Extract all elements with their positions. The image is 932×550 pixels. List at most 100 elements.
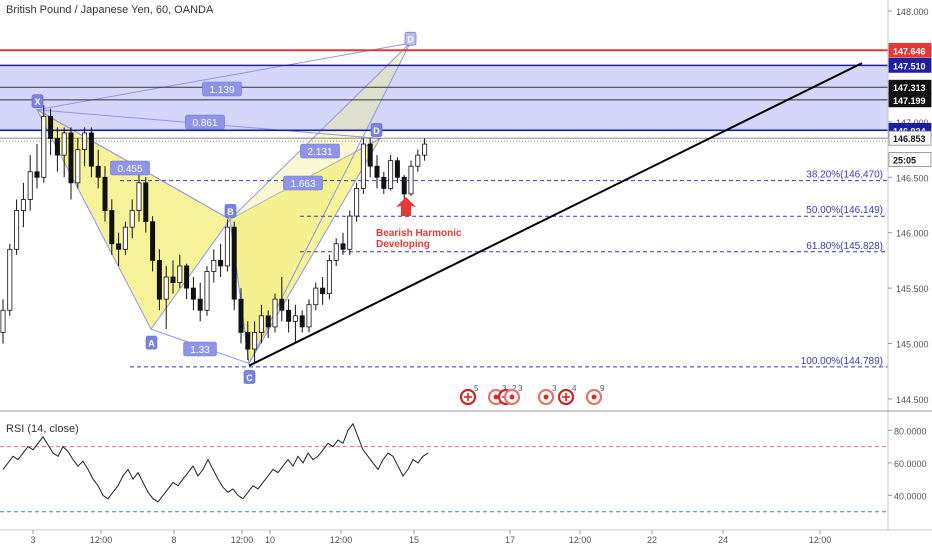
candle-body	[326, 260, 332, 295]
candle-body	[150, 221, 156, 261]
candle-body	[122, 226, 128, 250]
candle-body	[286, 309, 292, 322]
price-tick-label: 147.000	[896, 118, 929, 128]
candle-body	[7, 248, 13, 311]
time-tick-label: 3	[30, 535, 35, 545]
ratio-badge	[185, 114, 225, 130]
candle-body	[394, 160, 400, 178]
price-label-box	[888, 130, 932, 146]
event-count: 3	[552, 384, 557, 393]
fib-level-label: 61.80%(145.828)	[806, 241, 883, 252]
candle-body	[224, 226, 230, 267]
flag-uk-icon[interactable]: 4	[557, 384, 577, 406]
time-tick-label: 12:00	[90, 535, 113, 545]
candle-body	[381, 176, 387, 189]
time-tick-label: 12:00	[330, 535, 353, 545]
candle-body	[320, 287, 326, 295]
candle-body	[75, 149, 81, 184]
pattern-point-label: C	[246, 373, 253, 383]
fib-level-label: 38.20%(146.470)	[806, 170, 883, 181]
time-tick-label: 24	[718, 535, 728, 545]
fib-level-label: 100.00%(144.789)	[801, 356, 883, 367]
chart-title: British Pound / Japanese Yen, 60, OANDA	[6, 4, 214, 16]
fib-level-label: 50.00%(146.149)	[806, 205, 883, 216]
ratio-badge	[110, 160, 150, 176]
candle-body	[54, 138, 60, 156]
candle-body	[354, 187, 360, 217]
candle-body	[68, 132, 74, 184]
candle-body	[299, 315, 305, 328]
flag-jp-icon[interactable]: 3	[503, 384, 523, 406]
pattern-point-marker	[145, 335, 158, 350]
candle-body	[313, 287, 319, 306]
ratio-label: 1.139	[209, 85, 234, 96]
candle-body	[82, 132, 88, 150]
candle-body	[102, 176, 108, 211]
time-tick-label: 22	[647, 535, 657, 545]
annotation-line2: Developing	[376, 239, 430, 250]
candle-body	[20, 199, 26, 211]
price-label-box	[888, 152, 932, 167]
pattern-point-marker	[370, 123, 383, 137]
flag-uk-icon[interactable]: 5	[459, 384, 479, 406]
candle-body	[265, 315, 271, 328]
ratio-label: 2.131	[307, 147, 332, 158]
ratio-badge	[300, 143, 340, 159]
event-count: 5	[474, 384, 479, 393]
candle-body	[360, 143, 366, 189]
event-count: 3	[518, 384, 523, 393]
candle-body	[48, 115, 54, 139]
time-tick-label: 8	[171, 535, 176, 545]
candle-body	[245, 332, 251, 350]
pattern-point-label: B	[227, 207, 234, 217]
candle-body	[109, 210, 115, 245]
time-tick-label: 10	[265, 535, 275, 545]
ratio-label: 0.861	[192, 118, 217, 129]
price-tick-label: 146.000	[896, 229, 929, 239]
candle-body	[163, 276, 169, 300]
ratio-badge	[183, 341, 217, 357]
candle-body	[252, 332, 258, 350]
candle-body	[204, 271, 210, 311]
candle-body	[156, 260, 162, 300]
price-tick-label: 146.500	[896, 173, 929, 183]
pattern-point-label: D	[407, 35, 414, 45]
price-tick-label: 145.000	[896, 340, 929, 350]
candle-body	[238, 298, 244, 333]
time-tick-label: 12:00	[569, 535, 592, 545]
ratio-badge	[283, 175, 323, 191]
ratio-label: 0.455	[117, 164, 142, 175]
time-tick-label: 12:00	[231, 535, 254, 545]
pattern-point-label: D	[373, 126, 380, 136]
candle-body	[374, 165, 380, 178]
rsi-tick-label: 80.0000	[894, 426, 927, 436]
candle-body	[367, 143, 373, 167]
candle-body	[116, 243, 122, 250]
flag-jp-icon[interactable]: 3	[537, 384, 557, 406]
candle-body	[279, 298, 285, 311]
ratio-label: 1.33	[190, 345, 210, 356]
candle-body	[136, 182, 142, 211]
up-arrow-icon	[396, 197, 416, 216]
time-tick-label: 12:00	[809, 535, 832, 545]
candle-body	[129, 210, 135, 228]
candle-body	[95, 165, 101, 178]
candle-body	[218, 260, 224, 267]
pattern-point-label: X	[34, 97, 40, 107]
candle-body	[415, 154, 421, 167]
harmonic-triangle-bcd-ext	[229, 42, 411, 366]
candle-body	[340, 243, 346, 250]
price-tick-label: 148.000	[896, 7, 929, 17]
candle-body	[408, 165, 414, 195]
ratio-label: 1.663	[290, 179, 315, 190]
flag-jp-icon[interactable]: 9	[585, 384, 605, 406]
pattern-point-marker	[243, 370, 256, 384]
price-label-text: 147.646	[893, 46, 926, 56]
time-tick-label: 15	[409, 535, 419, 545]
candle-body	[333, 243, 339, 261]
flag-sun	[591, 394, 597, 400]
candle-body	[170, 276, 176, 283]
price-label-text: 25:05	[893, 156, 916, 166]
price-label-text: 147.510	[893, 61, 926, 71]
